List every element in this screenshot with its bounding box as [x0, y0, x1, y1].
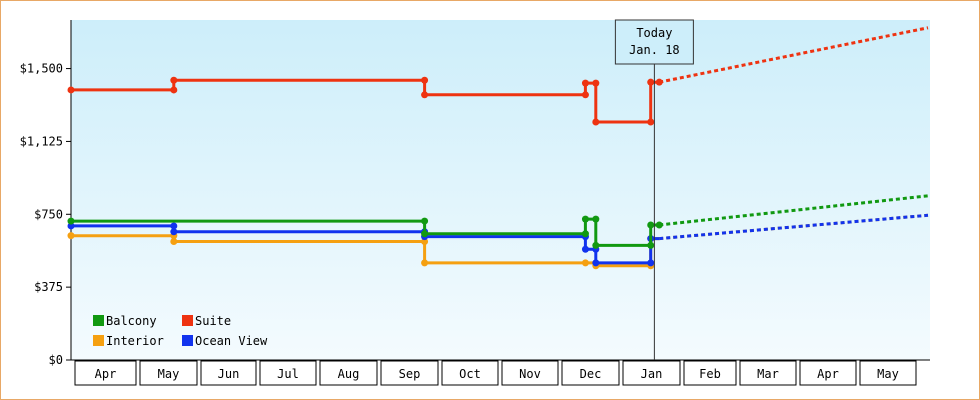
data-point-suite — [581, 91, 589, 99]
x-tick-label: Mar — [757, 367, 779, 381]
x-tick-label: Aug — [338, 367, 360, 381]
data-point-balcony — [581, 215, 589, 223]
data-point-balcony — [581, 230, 589, 238]
x-tick-label: Dec — [580, 367, 602, 381]
x-category-box — [683, 360, 737, 386]
x-tick-label: Jul — [277, 367, 299, 381]
x-category-box — [501, 360, 559, 386]
data-point-suite — [592, 79, 600, 87]
data-point-balcony — [67, 217, 75, 225]
legend-label: Balcony — [106, 314, 157, 328]
series-line-balcony — [71, 217, 660, 247]
data-point-suite — [67, 86, 75, 94]
x-category-box — [441, 360, 499, 386]
data-point-ocean-view — [67, 222, 75, 230]
data-point-ocean-view — [170, 222, 178, 230]
x-tick-label: Sep — [399, 367, 421, 381]
data-point-suite — [170, 76, 178, 84]
forecast-line-balcony — [659, 194, 929, 227]
legend-item-ocean-view: Ocean View — [182, 334, 268, 348]
data-point-balcony — [647, 241, 655, 249]
y-tick-label: $375 — [34, 280, 63, 294]
data-point-suite — [647, 118, 655, 126]
data-point-balcony — [592, 215, 600, 223]
y-tick-label: $1,500 — [20, 62, 63, 76]
x-tick-label: Apr — [95, 367, 117, 381]
x-tick-label: Apr — [817, 367, 839, 381]
today-date: Jan. 18 — [629, 43, 680, 57]
legend-label: Interior — [106, 334, 164, 348]
legend-swatch — [182, 315, 193, 326]
x-category-box — [380, 360, 439, 386]
data-point-interior — [67, 232, 75, 240]
data-point-balcony — [647, 221, 655, 229]
y-tick-label: $1,125 — [20, 134, 63, 148]
plot-background — [71, 20, 930, 360]
x-tick-label: Jan — [641, 367, 663, 381]
x-tick-label: Oct — [459, 367, 481, 381]
data-point-interior — [421, 237, 429, 245]
x-category-box — [139, 360, 198, 386]
legend-label: Ocean View — [195, 334, 268, 348]
data-point-suite — [421, 91, 429, 99]
data-point-ocean-view — [581, 245, 589, 253]
data-point-interior — [421, 259, 429, 267]
legend-item-interior: Interior — [93, 334, 164, 348]
data-point-suite — [170, 86, 178, 94]
legend-swatch — [93, 335, 104, 346]
x-category-box — [200, 360, 257, 386]
x-tick-label: May — [158, 367, 180, 381]
data-point-balcony — [592, 241, 600, 249]
x-category-box — [319, 360, 378, 386]
data-point-interior — [581, 259, 589, 267]
data-point-interior — [170, 237, 178, 245]
data-point-ocean-view — [592, 259, 600, 267]
data-point-suite — [655, 78, 663, 86]
today-label: Today — [636, 26, 672, 40]
legend-item-suite: Suite — [182, 314, 231, 328]
legend-label: Suite — [195, 314, 231, 328]
x-category-box — [259, 360, 317, 386]
x-category-box — [859, 360, 917, 386]
y-tick-label: $750 — [34, 207, 63, 221]
x-tick-label: Feb — [699, 367, 721, 381]
data-point-balcony — [421, 230, 429, 238]
forecast-line-suite — [658, 26, 929, 84]
series-balcony — [67, 194, 929, 249]
x-category-box — [799, 360, 857, 386]
data-point-suite — [421, 76, 429, 84]
data-point-balcony — [421, 217, 429, 225]
x-category-box — [739, 360, 797, 386]
x-category-box — [561, 360, 620, 386]
data-point-ocean-view — [170, 228, 178, 236]
today-box — [614, 19, 694, 65]
series-suite — [67, 26, 929, 126]
x-tick-label: Nov — [519, 367, 541, 381]
legend-swatch — [93, 315, 104, 326]
data-point-suite — [581, 79, 589, 87]
x-tick-label: May — [877, 367, 899, 381]
legend-item-balcony: Balcony — [93, 314, 157, 328]
x-tick-label: Jun — [218, 367, 240, 381]
legend-swatch — [182, 335, 193, 346]
x-category-box — [74, 360, 137, 386]
data-point-suite — [592, 118, 600, 126]
x-category-box — [622, 360, 681, 386]
data-point-ocean-view — [647, 259, 655, 267]
data-point-balcony — [655, 221, 663, 229]
forecast-line-ocean-view — [659, 213, 929, 241]
y-tick-label: $0 — [49, 353, 63, 367]
data-point-suite — [647, 78, 655, 86]
